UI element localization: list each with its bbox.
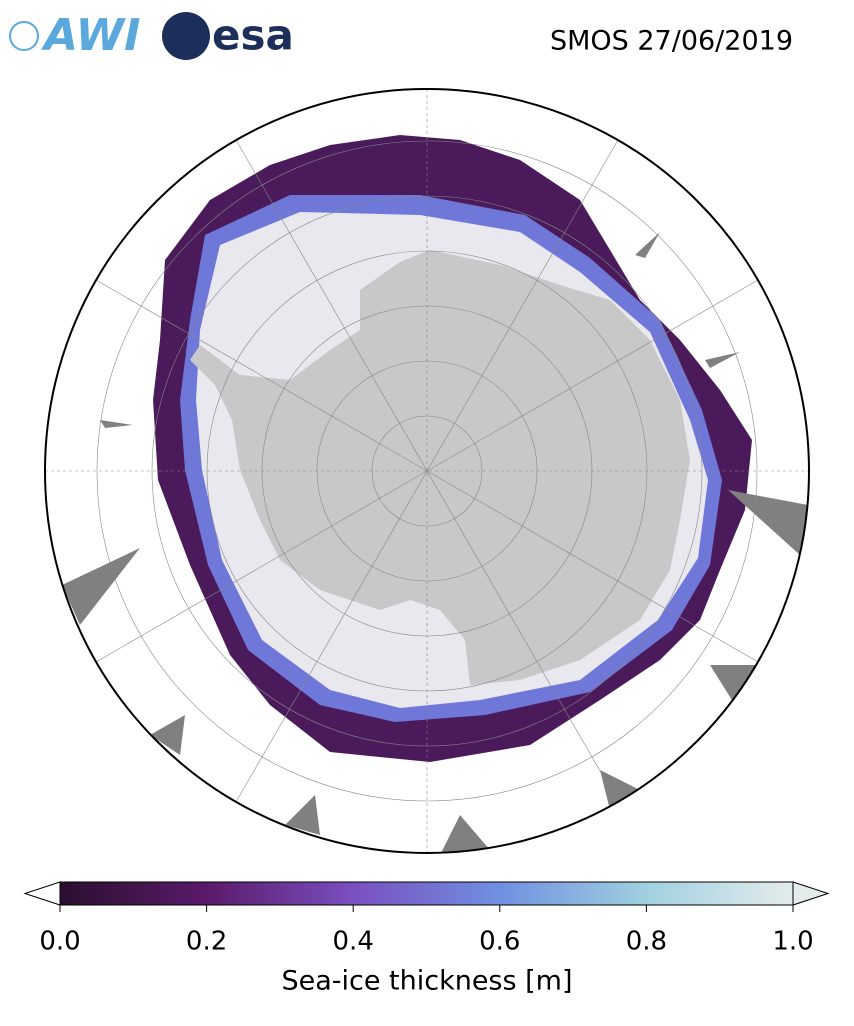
colorbar-tick-label: 0.4 <box>333 927 374 957</box>
logo-globe <box>9 21 39 51</box>
colorbar <box>23 881 830 912</box>
grid-meridians <box>95 139 759 803</box>
esa-logo: esa <box>162 11 294 60</box>
colorbar-tick-label: 1.0 <box>772 927 813 957</box>
colorbar-tick-label: 0.6 <box>479 927 520 957</box>
colorbar-over <box>792 881 830 906</box>
logo-mark <box>162 12 210 60</box>
grid-circle <box>96 140 758 802</box>
colorbar-tick-label: 0.8 <box>626 927 667 957</box>
grid-axes <box>45 89 809 853</box>
colorbar-under <box>23 881 61 906</box>
colorbar-tick-label: 0.2 <box>186 927 227 957</box>
map <box>45 89 809 853</box>
map-border <box>44 88 810 854</box>
awi-text: AWI <box>41 10 141 61</box>
colorbar-body <box>59 881 794 906</box>
colorbar-label: Sea-ice thickness [m] <box>281 966 572 997</box>
land-patches <box>62 232 808 853</box>
graticule <box>45 89 809 853</box>
colorbar-tick-label: 0.0 <box>39 927 80 957</box>
antarctica <box>190 250 690 685</box>
esa-text: esa <box>212 11 294 60</box>
title: SMOS 27/06/2019 <box>550 26 793 57</box>
awi-logo: AWI <box>9 10 141 61</box>
